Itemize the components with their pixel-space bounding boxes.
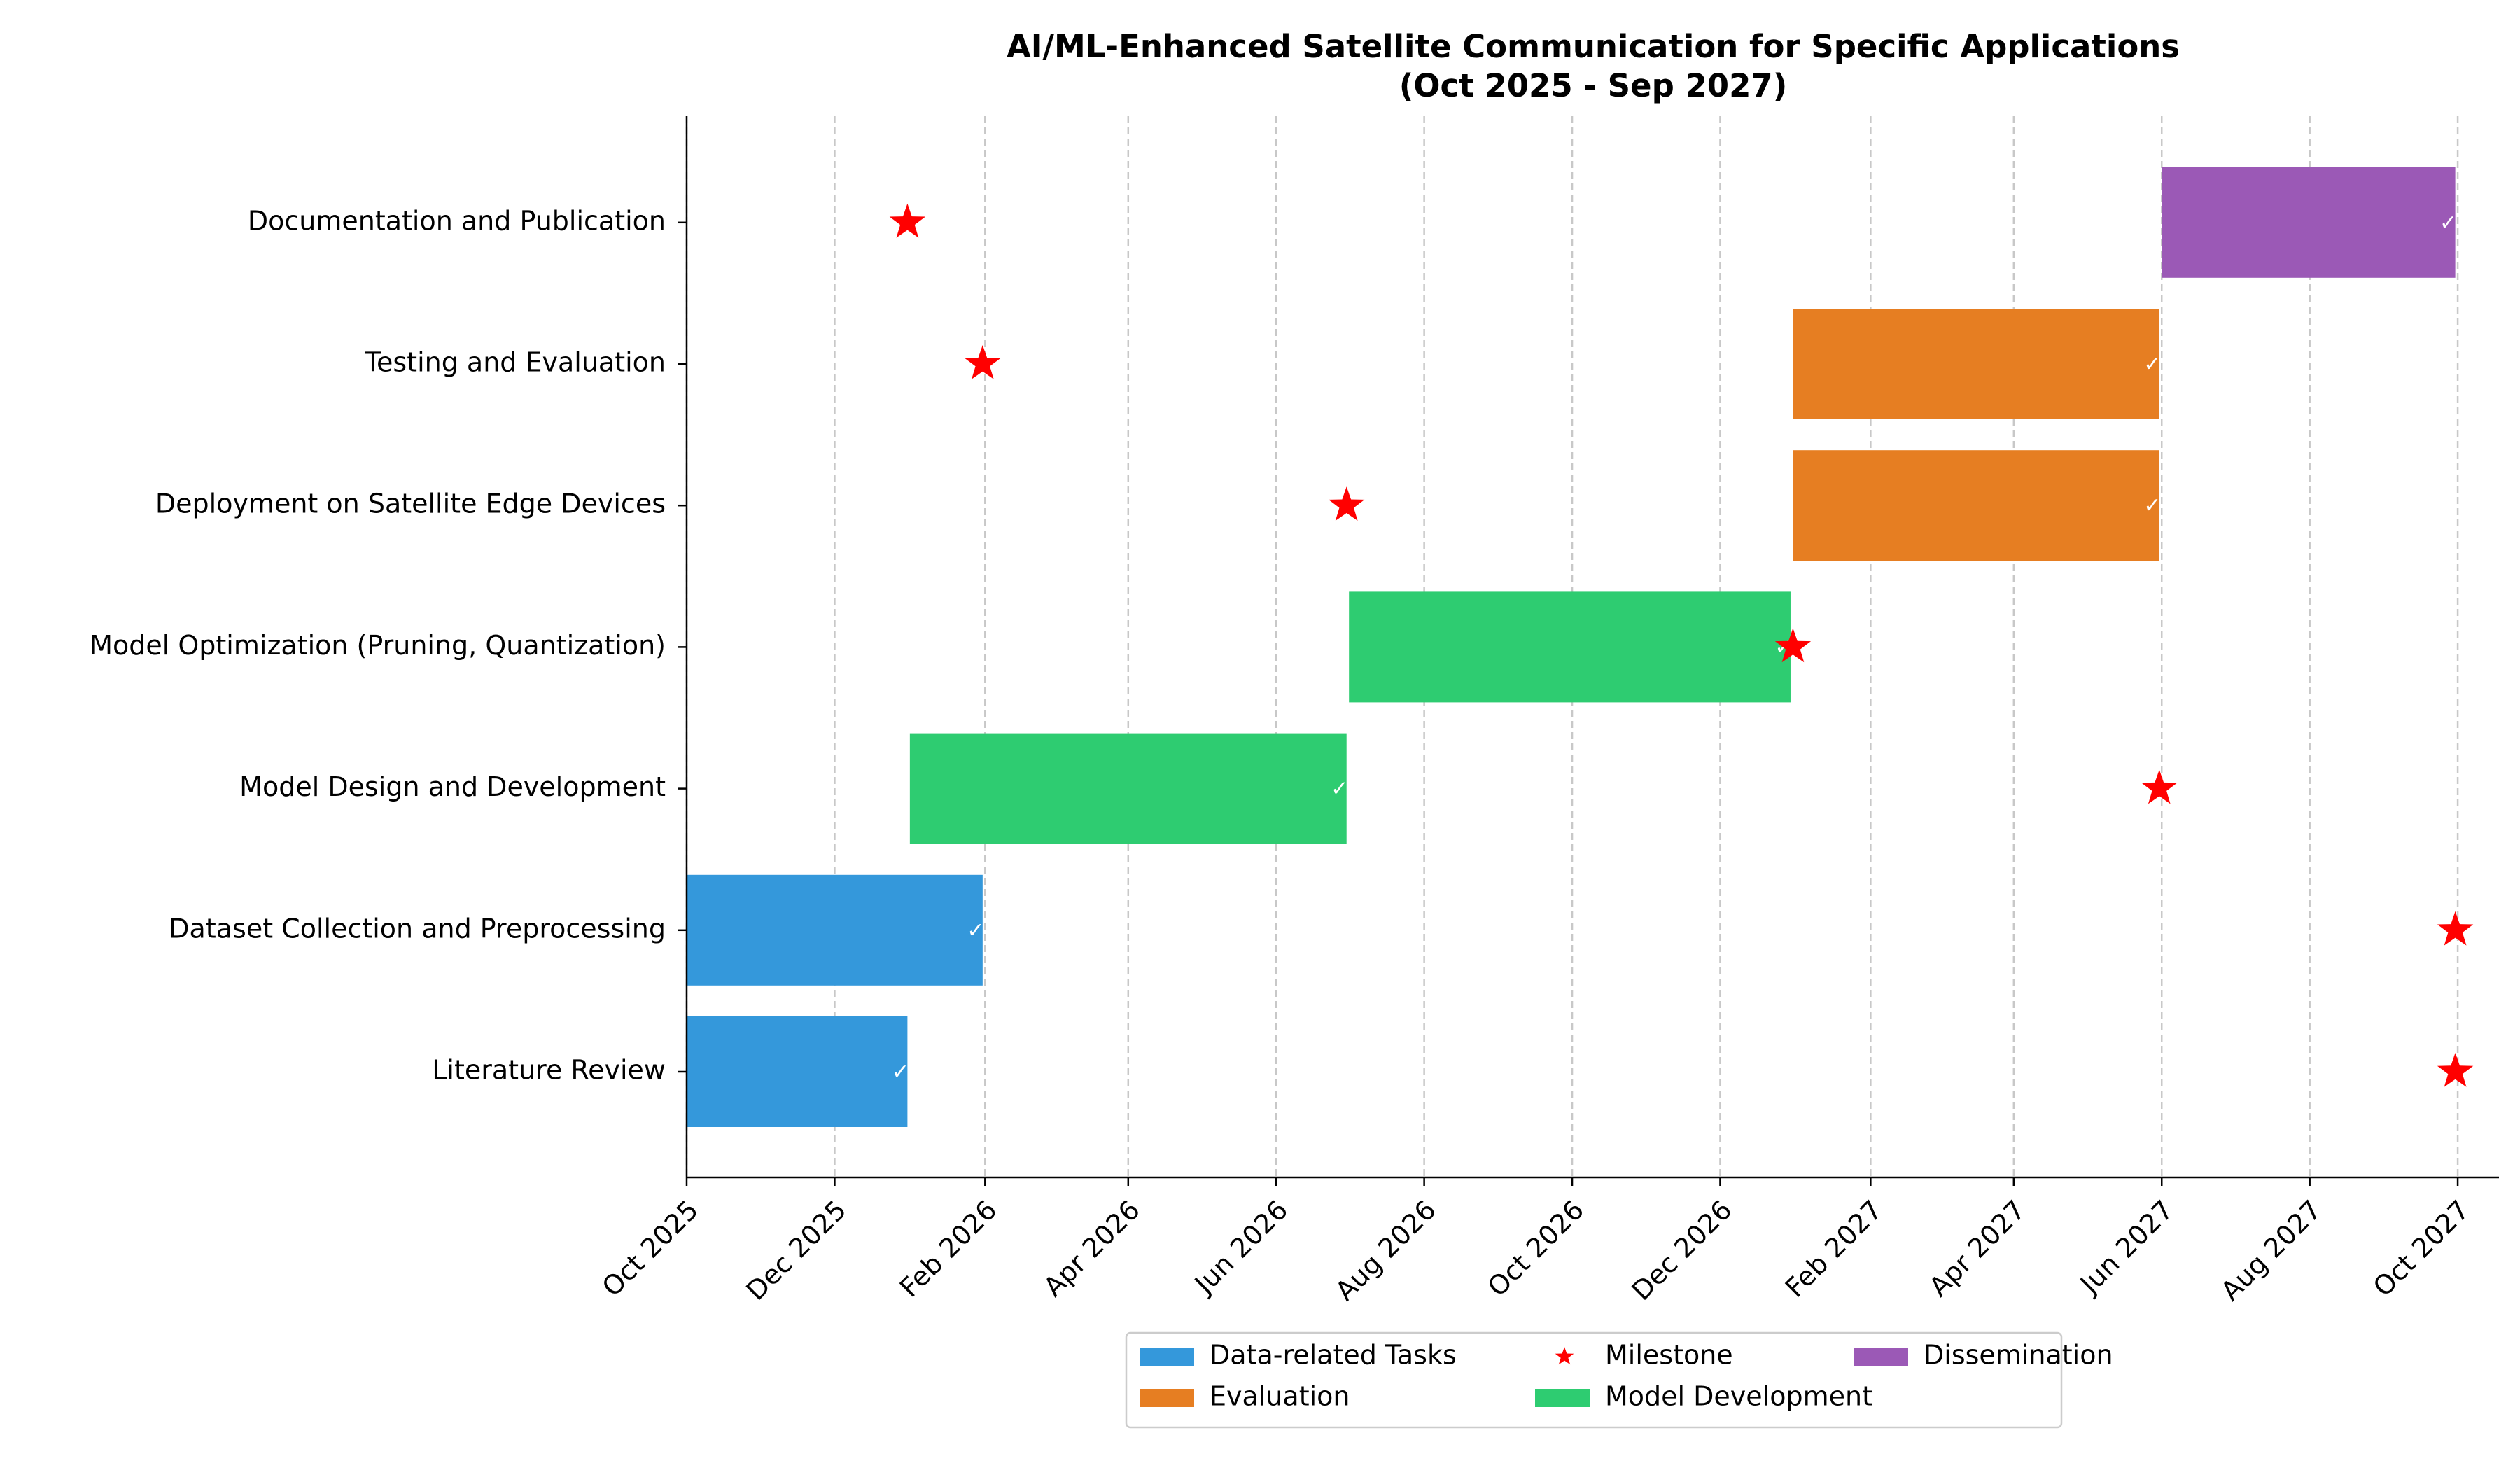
- task-label: Model Optimization (Pruning, Quantizatio…: [90, 630, 666, 661]
- legend-swatch: [1535, 1389, 1590, 1407]
- task-bar: [687, 1016, 908, 1127]
- completion-check-icon: ✓: [967, 918, 984, 943]
- legend-swatch: [1854, 1348, 1908, 1366]
- milestone-star: [889, 203, 926, 238]
- x-tick-label: Feb 2026: [894, 1194, 1003, 1303]
- x-tick-label: Dec 2025: [741, 1194, 853, 1306]
- axes: [678, 116, 2499, 1186]
- milestone-star: [2437, 1053, 2474, 1087]
- x-tick-label: Feb 2027: [1779, 1194, 1889, 1303]
- milestone-star: [1329, 486, 1365, 521]
- date-tick-labels: Oct 2025 Dec 2025 Feb 2026 Apr 2026 Jun 2026…: [596, 1194, 2476, 1307]
- x-tick-label: Apr 2026: [1037, 1194, 1146, 1303]
- milestone-star: [1774, 628, 1812, 663]
- x-tick-label: Jun 2026: [1188, 1194, 1294, 1300]
- task-bar: [687, 874, 983, 986]
- x-tick-label: Oct 2025: [596, 1194, 705, 1303]
- task-bar: [2162, 167, 2456, 278]
- x-tick-label: Aug 2027: [2215, 1194, 2328, 1307]
- task-bar: [1793, 309, 2160, 419]
- x-tick-label: Oct 2026: [1482, 1194, 1590, 1303]
- task-label: Documentation and Publication: [248, 205, 666, 236]
- chart-title: AI/ML-Enhanced Satellite Communication f…: [1007, 28, 2180, 65]
- completion-check-icon: ✓: [2143, 352, 2161, 377]
- task-bars: ✓✓✓✓✓✓✓: [687, 167, 2457, 1127]
- task-label: Dataset Collection and Preprocessing: [169, 913, 666, 944]
- milestone-star: [2141, 769, 2178, 804]
- milestone-markers: [889, 203, 2474, 1087]
- completion-check-icon: ✓: [2143, 493, 2161, 518]
- x-tick-label: Apr 2027: [1923, 1194, 2031, 1303]
- x-tick-label: Oct 2027: [2367, 1194, 2476, 1303]
- milestone-star: [965, 345, 1001, 379]
- chart-subtitle: (Oct 2025 - Sep 2027): [1399, 67, 1788, 104]
- task-label: Deployment on Satellite Edge Devices: [155, 489, 666, 519]
- legend-label: Milestone: [1605, 1340, 1733, 1371]
- milestone-star: [2437, 911, 2474, 946]
- task-bar: [1349, 592, 1791, 703]
- task-label: Model Design and Development: [239, 771, 666, 802]
- task-bar: [909, 733, 1347, 844]
- task-label: Literature Review: [432, 1055, 666, 1086]
- legend-swatch: [1140, 1389, 1194, 1407]
- completion-check-icon: ✓: [892, 1060, 909, 1084]
- task-labels: Documentation and Publication Testing and…: [90, 205, 666, 1085]
- task-bar: [1793, 450, 2160, 561]
- x-tick-label: Aug 2026: [1329, 1194, 1442, 1307]
- legend-label: Dissemination: [1924, 1340, 2113, 1371]
- task-label: Testing and Evaluation: [364, 347, 666, 378]
- legend-star-icon: [1555, 1347, 1574, 1365]
- legend-swatch: [1140, 1348, 1194, 1366]
- legend: Data-related Tasks Evaluation Milestone Mod…: [1125, 1331, 2113, 1429]
- x-tick-label: Dec 2026: [1626, 1194, 1738, 1306]
- completion-check-icon: ✓: [2440, 211, 2457, 235]
- legend-label: Model Development: [1605, 1381, 1872, 1412]
- x-tick-label: Jun 2027: [2073, 1194, 2179, 1300]
- completion-check-icon: ✓: [1331, 777, 1348, 802]
- legend-box: [1125, 1331, 2063, 1429]
- legend-label: Evaluation: [1210, 1381, 1350, 1412]
- legend-label: Data-related Tasks: [1210, 1340, 1457, 1371]
